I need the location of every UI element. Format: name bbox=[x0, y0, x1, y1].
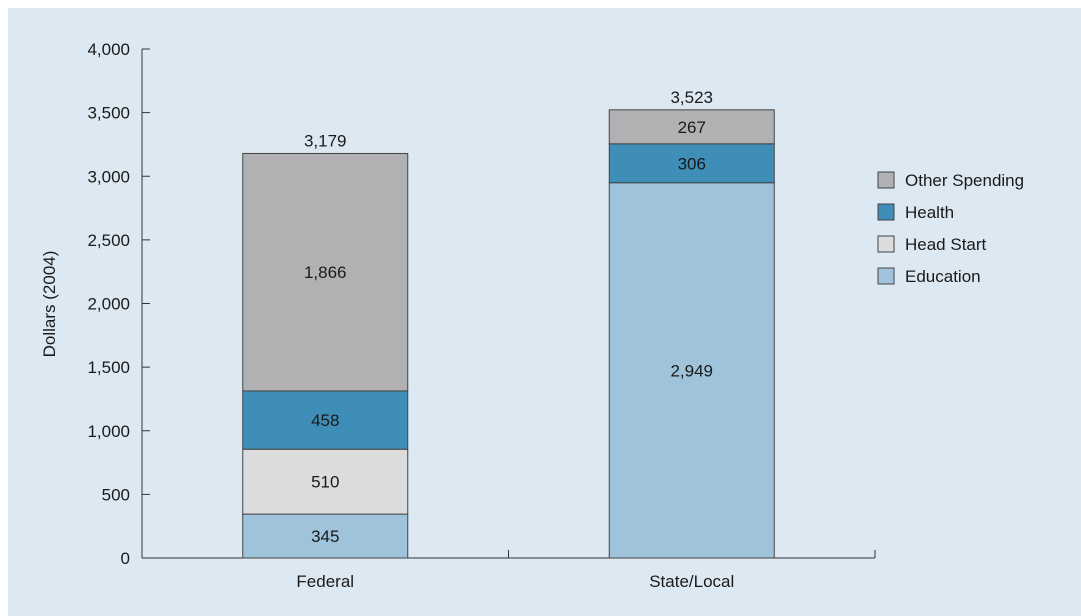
data-label: 510 bbox=[311, 473, 339, 492]
legend-swatch-other-spending bbox=[878, 172, 894, 188]
legend-label-health: Health bbox=[905, 203, 954, 222]
y-tick-label: 2,500 bbox=[87, 231, 130, 250]
y-tick-label: 1,000 bbox=[87, 422, 130, 441]
y-tick-label: 2,000 bbox=[87, 295, 130, 314]
x-tick-label: Federal bbox=[296, 572, 354, 591]
y-tick-label: 500 bbox=[102, 485, 130, 504]
legend-swatch-education bbox=[878, 268, 894, 284]
bars: 345 510 458 1,866 3,179 2,949 306 267 3,523 bbox=[243, 88, 775, 558]
y-tick-label: 4,000 bbox=[87, 40, 130, 59]
y-tick-label: 1,500 bbox=[87, 358, 130, 377]
legend-label-other-spending: Other Spending bbox=[905, 171, 1024, 190]
y-tick-label: 0 bbox=[121, 549, 130, 568]
legend: Other Spending Health Head Start Education bbox=[878, 171, 1024, 286]
legend-swatch-head-start bbox=[878, 236, 894, 252]
y-tick-label: 3,500 bbox=[87, 104, 130, 123]
y-tick-label: 3,000 bbox=[87, 167, 130, 186]
data-label: 2,949 bbox=[670, 361, 713, 380]
legend-label-head-start: Head Start bbox=[905, 235, 987, 254]
data-label: 458 bbox=[311, 411, 339, 430]
legend-swatch-health bbox=[878, 204, 894, 220]
data-label: 345 bbox=[311, 527, 339, 546]
total-label: 3,523 bbox=[670, 88, 713, 107]
total-label: 3,179 bbox=[304, 131, 347, 150]
legend-label-education: Education bbox=[905, 267, 981, 286]
data-label: 306 bbox=[678, 154, 706, 173]
data-label: 267 bbox=[678, 118, 706, 137]
y-axis-title: Dollars (2004) bbox=[40, 251, 59, 358]
data-label: 1,866 bbox=[304, 263, 347, 282]
x-tick-label: State/Local bbox=[649, 572, 734, 591]
